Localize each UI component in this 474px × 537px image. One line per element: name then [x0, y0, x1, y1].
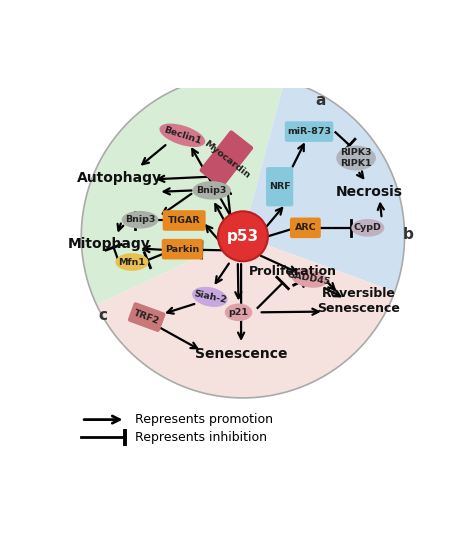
FancyBboxPatch shape	[163, 210, 206, 231]
Text: Proliferation: Proliferation	[248, 265, 337, 278]
Wedge shape	[96, 236, 395, 398]
Text: TIGAR: TIGAR	[168, 216, 201, 225]
Text: Bnip3: Bnip3	[125, 215, 155, 224]
Text: Siah-2: Siah-2	[192, 289, 227, 305]
Ellipse shape	[351, 219, 384, 237]
Ellipse shape	[122, 211, 158, 229]
Text: TRF2: TRF2	[132, 308, 161, 326]
FancyBboxPatch shape	[162, 239, 203, 259]
Text: CypD: CypD	[354, 223, 382, 233]
Ellipse shape	[159, 124, 205, 147]
FancyBboxPatch shape	[200, 130, 253, 188]
Text: ARC: ARC	[294, 223, 316, 233]
Text: a: a	[315, 93, 325, 108]
Ellipse shape	[192, 181, 231, 200]
Ellipse shape	[336, 146, 376, 171]
Text: b: b	[403, 227, 414, 242]
Text: c: c	[99, 308, 108, 323]
Text: Autophagy: Autophagy	[77, 171, 163, 185]
Text: Represents inhibition: Represents inhibition	[135, 431, 266, 444]
Text: Beclin1: Beclin1	[163, 125, 202, 146]
Ellipse shape	[116, 253, 148, 271]
FancyBboxPatch shape	[290, 217, 321, 238]
Text: Bnip3: Bnip3	[197, 186, 227, 195]
Text: Necrosis: Necrosis	[336, 185, 403, 199]
FancyBboxPatch shape	[266, 167, 293, 206]
Text: Represents promotion: Represents promotion	[135, 413, 273, 426]
Text: Reversible
Senescence: Reversible Senescence	[317, 287, 400, 315]
Wedge shape	[82, 75, 285, 304]
Circle shape	[218, 211, 268, 262]
Text: miR-873: miR-873	[287, 127, 331, 136]
FancyBboxPatch shape	[128, 302, 165, 332]
Ellipse shape	[192, 287, 228, 307]
Wedge shape	[243, 80, 404, 292]
Ellipse shape	[225, 303, 252, 321]
Text: Mitophagy: Mitophagy	[67, 237, 150, 251]
Text: Parkin: Parkin	[165, 245, 200, 253]
FancyBboxPatch shape	[285, 121, 333, 142]
Text: p21: p21	[228, 308, 248, 317]
Text: NRF: NRF	[269, 182, 291, 191]
Text: Myocardin: Myocardin	[201, 139, 251, 180]
Text: GADD45: GADD45	[287, 270, 331, 287]
Text: Mfn1: Mfn1	[118, 258, 146, 266]
Text: p53: p53	[227, 229, 259, 244]
Text: RIPK3
RIPK1: RIPK3 RIPK1	[340, 148, 372, 168]
Ellipse shape	[291, 269, 327, 288]
Text: Senescence: Senescence	[195, 347, 287, 361]
